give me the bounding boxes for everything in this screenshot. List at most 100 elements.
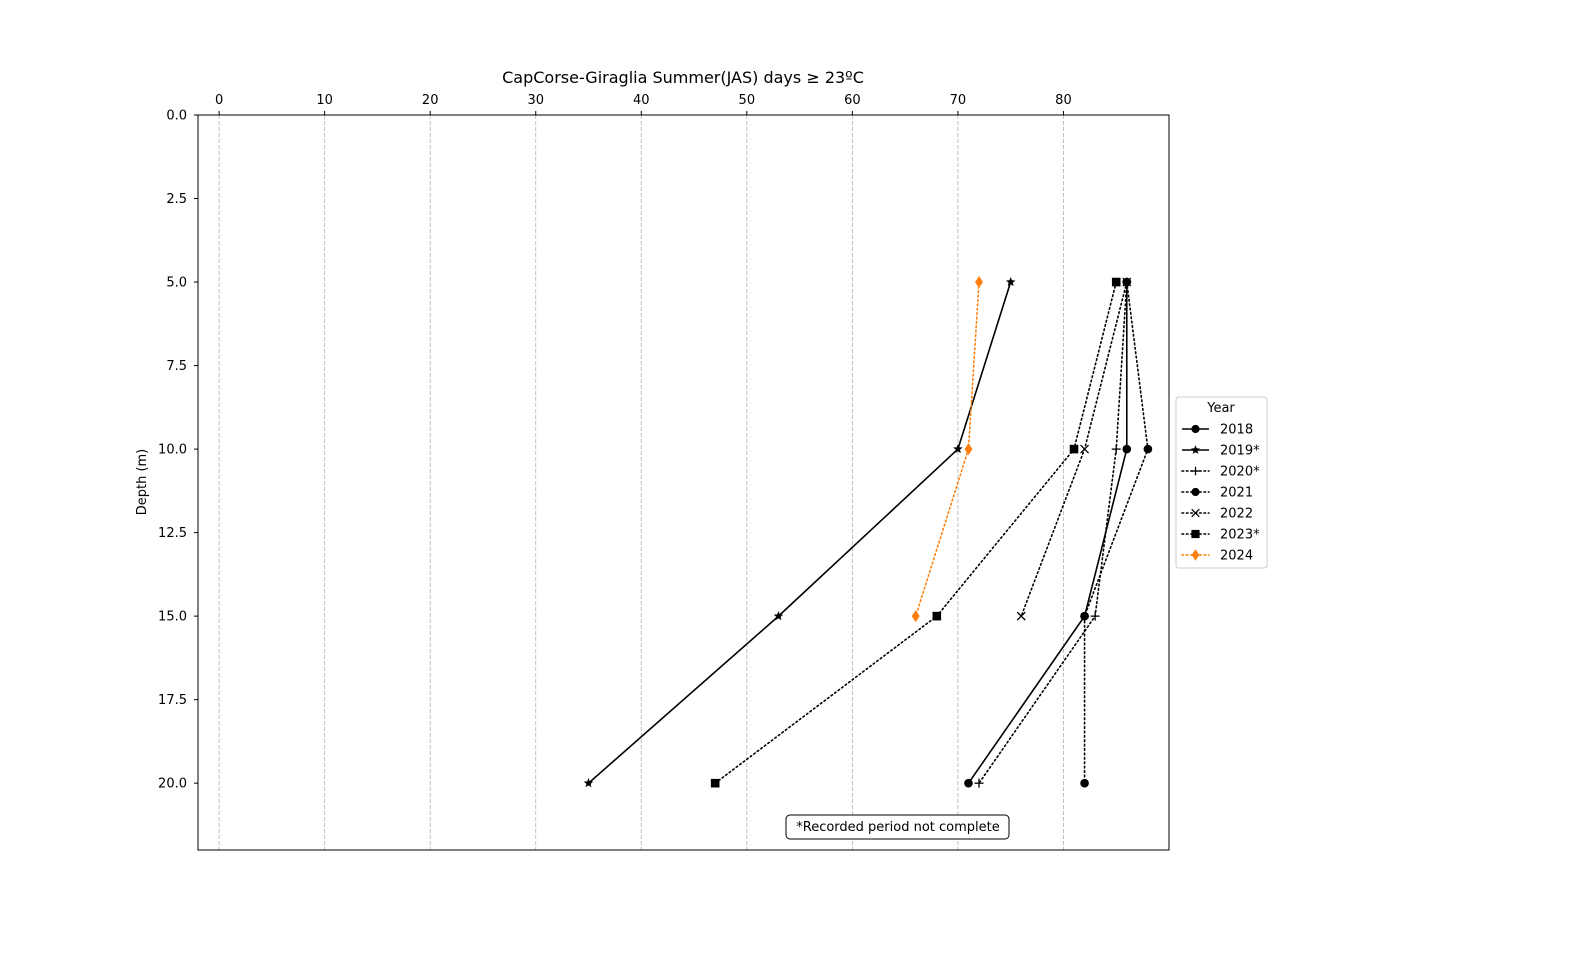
x-tick-label: 20 [422, 93, 439, 108]
data-point-marker [974, 778, 984, 788]
y-tick-label: 10.0 [158, 443, 187, 458]
x-tick-label: 80 [1055, 93, 1072, 108]
data-point-marker [1122, 277, 1132, 287]
series-2024 [911, 276, 984, 623]
data-point-marker [1191, 424, 1200, 434]
square-marker [710, 778, 720, 788]
legend-item-2022: 2022 [1181, 507, 1253, 522]
x-tick-label: 40 [633, 93, 650, 108]
diamond-marker [911, 610, 920, 623]
y-tick-label: 2.5 [166, 192, 187, 207]
diamond-marker [1191, 549, 1200, 561]
legend-title: Year [1206, 401, 1235, 416]
star-marker [773, 611, 784, 621]
y-tick-label: 20.0 [158, 777, 187, 792]
circle-marker [1191, 487, 1200, 497]
star-marker [953, 444, 963, 454]
legend-label: 2022 [1220, 507, 1253, 522]
annotation-frame [785, 814, 1010, 840]
data-point-marker [932, 611, 942, 621]
data-point-marker [583, 778, 594, 788]
legend-item-2023: 2023* [1181, 528, 1260, 543]
data-point-marker [1111, 277, 1121, 287]
x-tick-label: 50 [739, 93, 756, 108]
circle-marker [1080, 778, 1089, 788]
data-point-marker [953, 444, 963, 454]
x-axis: 0 10 20 30 40 50 60 70 80 [215, 93, 1072, 115]
legend-item-2024: 2024 [1181, 549, 1253, 564]
legend-label: 2019* [1220, 444, 1260, 459]
x-tick-label: 0 [215, 93, 223, 108]
star-marker [1005, 277, 1016, 287]
diamond-marker [975, 276, 984, 289]
series-2022 [1016, 277, 1132, 621]
data-point-marker [975, 276, 984, 289]
legend: Year 2018 2019* 2020* 2021 2022 2023* 2024 [1175, 396, 1268, 569]
square-marker [1191, 529, 1200, 539]
data-point-marker [1005, 277, 1016, 287]
circle-marker [1191, 424, 1200, 434]
chart-title: CapCorse-Giraglia Summer(JAS) days ≥ 23º… [502, 68, 864, 87]
square-marker [1111, 277, 1121, 287]
data-point-marker [1191, 549, 1200, 561]
data-point-marker [1016, 611, 1026, 621]
data-point-marker [1111, 444, 1121, 454]
y-tick-label: 0.0 [166, 109, 187, 124]
grid-lines [218, 115, 1064, 850]
data-point-marker [1191, 466, 1200, 476]
data-point-marker [1191, 487, 1200, 497]
x-tick-label: 60 [844, 93, 861, 108]
legend-frame [1175, 396, 1268, 569]
legend-label: 2018 [1220, 423, 1253, 438]
y-tick-label: 7.5 [166, 359, 187, 374]
x-marker-b [1016, 611, 1026, 621]
y-tick-label: 15.0 [158, 610, 187, 625]
series-2023 [710, 277, 1121, 788]
x-tick-label: 30 [527, 93, 544, 108]
data-point-marker [1080, 611, 1089, 621]
legend-label: 2024 [1220, 549, 1253, 564]
data-point-marker [1080, 778, 1089, 788]
series-2019 [583, 277, 1016, 788]
x-marker-b [1191, 508, 1200, 518]
data-point-marker [1191, 508, 1200, 518]
circle-marker [964, 778, 973, 788]
x-tick-label: 10 [316, 93, 333, 108]
data-point-marker [1122, 444, 1132, 454]
y-tick-label: 12.5 [158, 526, 187, 541]
data-point-marker [773, 611, 784, 621]
series-layer [583, 276, 1153, 788]
data-point-marker [1080, 444, 1090, 454]
legend-item-2018: 2018 [1182, 423, 1253, 438]
x-marker-b [1080, 444, 1090, 454]
square-marker [932, 611, 942, 621]
square-marker [1069, 444, 1079, 454]
star-marker [1190, 445, 1201, 454]
data-point-marker [1191, 529, 1200, 539]
legend-item-2020: 2020* [1181, 465, 1260, 480]
x-tick-label: 70 [950, 93, 967, 108]
y-axis-label: Depth (m) [135, 449, 150, 516]
y-tick-label: 17.5 [158, 693, 187, 708]
legend-label: 2021 [1220, 486, 1253, 501]
circle-marker [1080, 611, 1089, 621]
data-point-marker [1190, 445, 1201, 454]
legend-label: 2023* [1220, 528, 1260, 543]
circle-marker [1122, 444, 1132, 454]
circle-marker [1143, 444, 1153, 454]
data-point-marker [1069, 444, 1079, 454]
series-line [978, 281, 1128, 784]
legend-item-2019: 2019* [1182, 444, 1260, 459]
data-point-marker [1090, 611, 1100, 621]
data-point-marker [964, 443, 973, 456]
annotation-text: *Recorded period not complete [796, 820, 1000, 835]
y-axis: 0.0 2.5 5.0 7.5 10.0 12.5 15.0 17.5 20.0 [158, 109, 198, 792]
star-marker [583, 778, 594, 788]
series-line [587, 281, 1012, 784]
series-line [1083, 281, 1149, 784]
annotation-box: *Recorded period not complete [785, 814, 1010, 840]
legend-label: 2020* [1220, 465, 1260, 480]
data-point-marker [710, 778, 720, 788]
